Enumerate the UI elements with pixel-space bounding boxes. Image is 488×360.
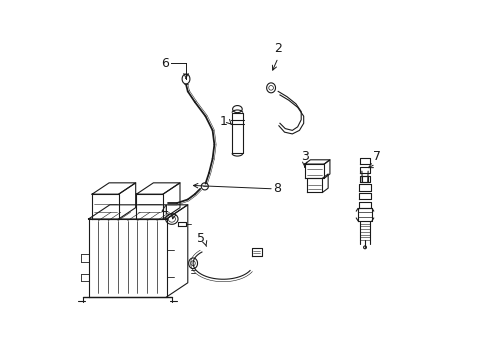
Text: 2: 2 [274, 42, 282, 55]
Text: 6: 6 [161, 57, 168, 69]
Text: 5: 5 [197, 232, 204, 245]
Text: 4: 4 [161, 204, 168, 217]
Text: 8: 8 [273, 183, 281, 195]
Text: 1: 1 [219, 115, 227, 128]
Text: 7: 7 [373, 150, 381, 163]
Text: 3: 3 [300, 150, 308, 163]
